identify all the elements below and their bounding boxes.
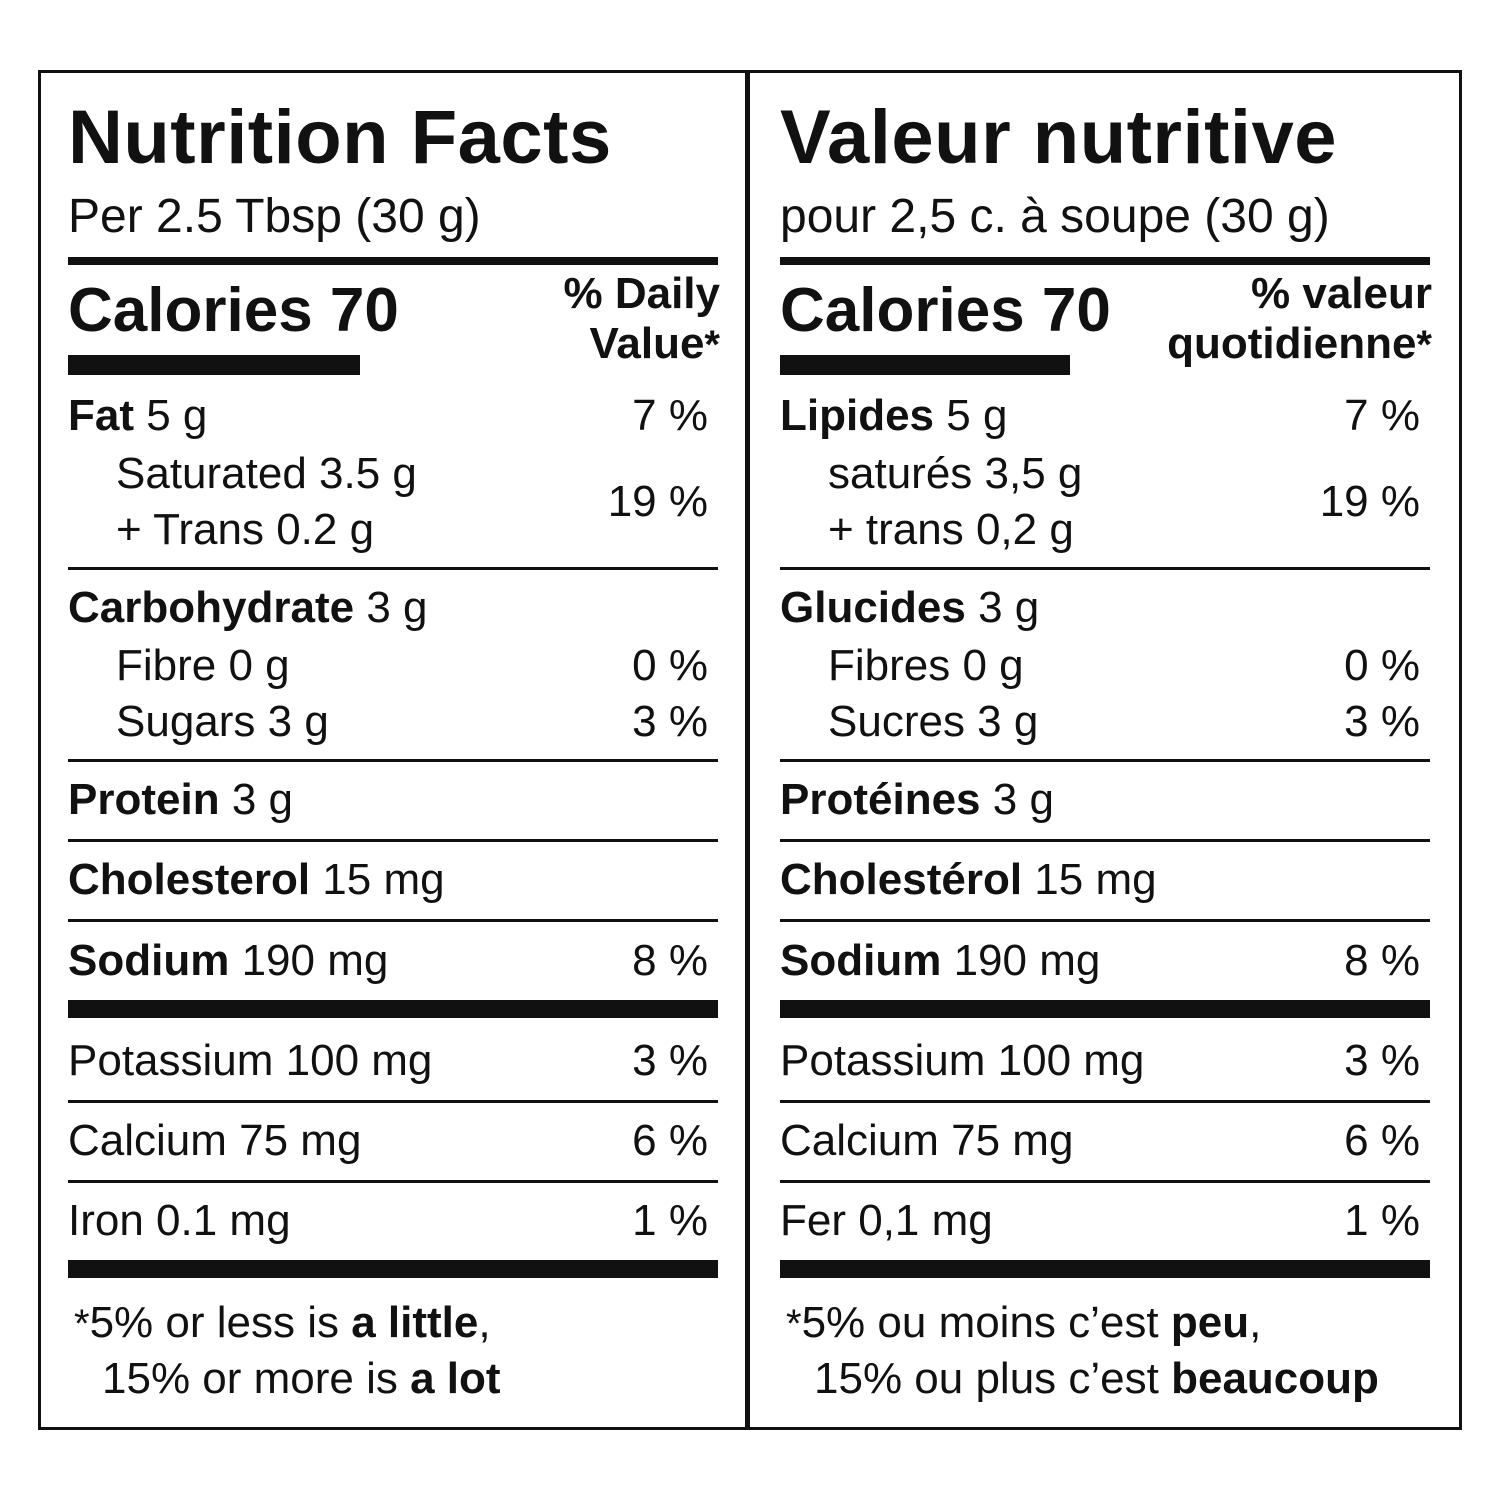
fibre-row: Fibre 0 g <box>116 641 290 690</box>
rule <box>68 919 718 922</box>
sugars-row: Sugars 3 g <box>116 697 329 746</box>
footnote-line-1: *5% ou moins c’est peu, <box>786 1298 1262 1347</box>
sodium-row: Sodium 190 mg <box>780 936 1101 985</box>
fat-row: Lipides 5 g <box>780 391 1008 440</box>
iron-row: Fer 0,1 mg <box>780 1196 993 1245</box>
daily-value-heading-1: % Daily <box>563 269 720 318</box>
footnote-line-1: *5% or less is a little, <box>74 1298 491 1347</box>
calcium-row: Calcium 75 mg <box>780 1116 1074 1165</box>
rule <box>780 839 1430 842</box>
panel-title: Valeur nutritive <box>780 95 1338 180</box>
footnote-line-2: 15% ou plus c’est beaucoup <box>814 1354 1379 1403</box>
cholesterol-row: Cholestérol 15 mg <box>780 855 1157 904</box>
cholesterol-row: Cholesterol 15 mg <box>68 855 445 904</box>
thick-rule <box>780 1260 1430 1278</box>
sodium-dv: 8 % <box>1344 936 1420 985</box>
panel-divider <box>745 70 750 1430</box>
label-frame <box>38 70 1462 1430</box>
thick-rule <box>780 1000 1430 1018</box>
sat-trans-dv: 19 % <box>1319 477 1420 526</box>
protein-row: Protéines 3 g <box>780 775 1054 824</box>
sugars-dv: 3 % <box>1344 697 1420 746</box>
trans-row: + trans 0,2 g <box>828 505 1074 554</box>
calcium-dv: 6 % <box>632 1116 708 1165</box>
trans-row: + Trans 0.2 g <box>116 505 375 554</box>
iron-dv: 1 % <box>632 1196 708 1245</box>
rule <box>780 1180 1430 1183</box>
fat-dv: 7 % <box>1344 391 1420 440</box>
rule <box>780 567 1430 570</box>
sodium-dv: 8 % <box>632 936 708 985</box>
rule <box>68 1180 718 1183</box>
calories: Calories 70 <box>780 276 1111 345</box>
iron-row: Iron 0.1 mg <box>68 1196 291 1245</box>
fat-row: Fat 5 g <box>68 391 208 440</box>
english-panel: Nutrition Facts Per 2.5 Tbsp (30 g) Calo… <box>68 0 720 1500</box>
sugars-row: Sucres 3 g <box>828 697 1039 746</box>
panel-title: Nutrition Facts <box>68 95 612 180</box>
calories: Calories 70 <box>68 276 399 345</box>
sat-trans-dv: 19 % <box>607 477 708 526</box>
fibre-dv: 0 % <box>632 641 708 690</box>
saturated-row: saturés 3,5 g <box>828 449 1083 498</box>
fat-dv: 7 % <box>632 391 708 440</box>
rule <box>780 919 1430 922</box>
thick-rule <box>68 1000 718 1018</box>
potassium-dv: 3 % <box>632 1036 708 1085</box>
rule <box>68 1100 718 1103</box>
daily-value-heading-2: quotidienne* <box>1167 319 1432 368</box>
rule <box>68 567 718 570</box>
calories-underline <box>68 355 360 375</box>
daily-value-heading-1: % valeur <box>1251 269 1432 318</box>
rule <box>68 759 718 762</box>
iron-dv: 1 % <box>1344 1196 1420 1245</box>
rule <box>780 1100 1430 1103</box>
sugars-dv: 3 % <box>632 697 708 746</box>
calcium-row: Calcium 75 mg <box>68 1116 362 1165</box>
thick-rule <box>68 257 718 265</box>
calories-underline <box>780 355 1070 375</box>
carbohydrate-row: Carbohydrate 3 g <box>68 583 428 632</box>
fibre-row: Fibres 0 g <box>828 641 1024 690</box>
rule <box>780 759 1430 762</box>
sodium-row: Sodium 190 mg <box>68 936 389 985</box>
fibre-dv: 0 % <box>1344 641 1420 690</box>
rule <box>68 839 718 842</box>
serving-size: pour 2,5 c. à soupe (30 g) <box>780 190 1330 243</box>
protein-row: Protein 3 g <box>68 775 293 824</box>
carbohydrate-row: Glucides 3 g <box>780 583 1040 632</box>
potassium-row: Potassium 100 mg <box>68 1036 433 1085</box>
thick-rule <box>780 257 1430 265</box>
serving-size: Per 2.5 Tbsp (30 g) <box>68 190 481 243</box>
french-panel: Valeur nutritive pour 2,5 c. à soupe (30… <box>780 0 1432 1500</box>
potassium-dv: 3 % <box>1344 1036 1420 1085</box>
calcium-dv: 6 % <box>1344 1116 1420 1165</box>
footnote-line-2: 15% or more is a lot <box>102 1354 501 1403</box>
saturated-row: Saturated 3.5 g <box>116 449 417 498</box>
daily-value-heading-2: Value* <box>589 319 720 368</box>
thick-rule <box>68 1260 718 1278</box>
potassium-row: Potassium 100 mg <box>780 1036 1145 1085</box>
